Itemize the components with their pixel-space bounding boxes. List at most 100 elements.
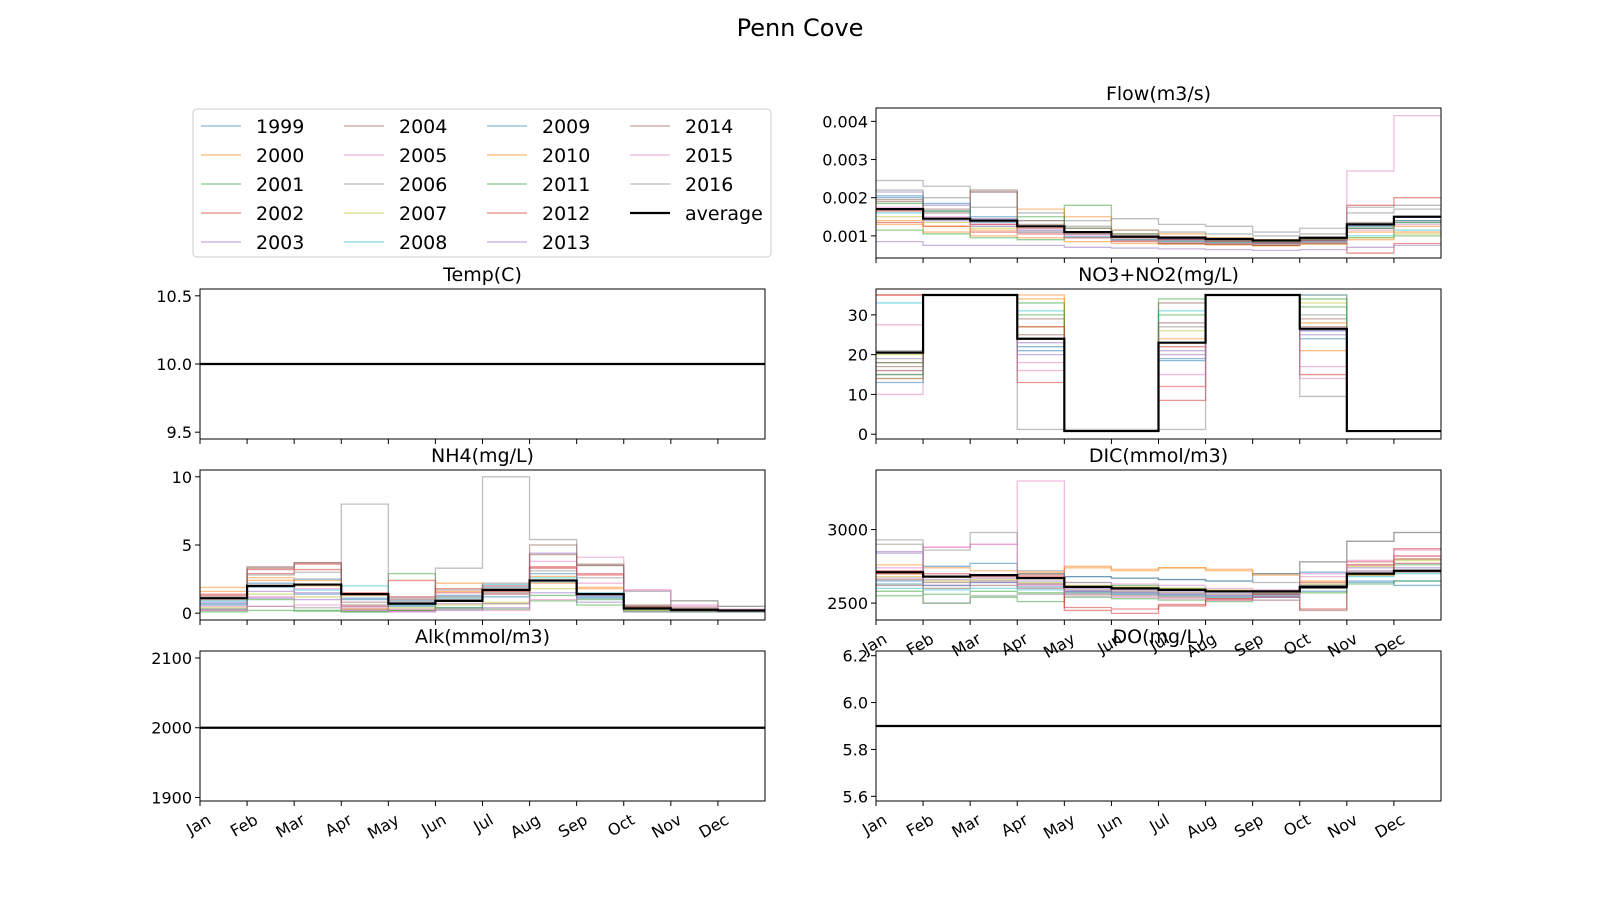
legend-entry-average: average xyxy=(630,203,763,225)
y-tick-label: 3000 xyxy=(827,521,868,540)
x-tick-label: Jan xyxy=(182,810,214,839)
legend-label: 2008 xyxy=(399,232,447,254)
x-tick-label: Feb xyxy=(903,810,937,841)
series-group xyxy=(200,476,765,613)
x-tick-label: Nov xyxy=(1324,629,1361,661)
x-tick-label: Apr xyxy=(998,629,1032,660)
legend-entry-2009: 2009 xyxy=(487,116,590,138)
panel-alk-mmol-m3: Alk(mmol/m3) 1900 2000 2100 Jan Feb Mar Apr May J… xyxy=(151,626,766,843)
legend-label: 2007 xyxy=(399,203,447,225)
chart-panels: Flow(m3/s) 0.001 0.002 0.003 0.004 Temp(C) 9.5… xyxy=(151,83,1442,843)
legend-entry-1999: 1999 xyxy=(201,116,304,138)
y-tick-label: 5.8 xyxy=(843,740,868,759)
y-tick-label: 0.001 xyxy=(822,227,868,246)
x-tick-label: Sep xyxy=(1231,810,1267,842)
x-tick-label: Mar xyxy=(949,629,985,661)
x-tick-label: May xyxy=(1040,810,1078,843)
x-tick-label: Oct xyxy=(1280,810,1313,840)
y-tick-label: 10.5 xyxy=(156,287,192,306)
legend-entry-2015: 2015 xyxy=(630,145,733,167)
legend-entry-2005: 2005 xyxy=(344,145,447,167)
panel-title: Temp(C) xyxy=(442,264,522,286)
panel-title: NH4(mg/L) xyxy=(431,445,534,467)
legend-label: 2001 xyxy=(256,174,304,196)
series-line-average xyxy=(876,208,1441,242)
x-tick-label: Feb xyxy=(227,810,261,841)
panel-title: Flow(m3/s) xyxy=(1106,83,1211,105)
panel-title: DIC(mmol/m3) xyxy=(1089,445,1228,467)
legend-frame xyxy=(192,108,772,258)
legend-entry-2000: 2000 xyxy=(201,145,304,167)
legend-label: 2006 xyxy=(399,174,447,196)
legend-entry-2007: 2007 xyxy=(344,203,447,225)
legend-entry-2002: 2002 xyxy=(201,203,304,225)
legend-entry-2012: 2012 xyxy=(487,203,590,225)
x-tick-label: Sep xyxy=(1231,629,1267,661)
legend-label: 2009 xyxy=(542,116,590,138)
series-line-2016 xyxy=(200,570,765,608)
x-tick-label: Nov xyxy=(1324,810,1361,842)
x-tick-label: Mar xyxy=(273,810,309,842)
x-tick-label: May xyxy=(1040,629,1078,662)
legend-entry-2003: 2003 xyxy=(201,232,304,254)
y-tick-label: 2500 xyxy=(827,594,868,613)
y-tick-label: 10.0 xyxy=(156,355,192,374)
panel-title: NO3+NO2(mg/L) xyxy=(1078,264,1239,286)
series-line-average xyxy=(200,579,765,612)
legend-label: 2004 xyxy=(399,116,447,138)
series-group xyxy=(876,293,1441,433)
figure-title: Penn Cove xyxy=(737,14,864,42)
legend-entry-2014: 2014 xyxy=(630,116,733,138)
panel-temp-c: Temp(C) 9.5 10.0 10.5 xyxy=(156,264,766,444)
x-tick-label: Jan xyxy=(858,810,890,839)
y-tick-label: 0 xyxy=(858,425,868,444)
y-tick-label: 6.2 xyxy=(843,647,868,666)
legend-entry-2001: 2001 xyxy=(201,174,304,196)
legend-label: 2013 xyxy=(542,232,590,254)
legend-label: 2016 xyxy=(685,174,733,196)
x-tick-label: Jun xyxy=(417,810,449,839)
series-line-2007 xyxy=(200,587,765,613)
legend-entry-2016: 2016 xyxy=(630,174,733,196)
series-line-2015 xyxy=(200,582,765,613)
y-tick-label: 10 xyxy=(848,385,868,404)
series-line-2011 xyxy=(876,580,1441,603)
legend-entry-2006: 2006 xyxy=(344,174,447,196)
x-tick-label: Aug xyxy=(507,810,544,842)
x-tick-label: Apr xyxy=(322,810,356,841)
series-group xyxy=(876,114,1441,254)
y-tick-label: 6.0 xyxy=(843,694,868,713)
legend-label: 2011 xyxy=(542,174,590,196)
panel-title: Alk(mmol/m3) xyxy=(415,626,550,648)
x-tick-label: Aug xyxy=(1183,810,1220,842)
legend-label: 2005 xyxy=(399,145,447,167)
y-tick-label: 10 xyxy=(172,468,192,487)
y-tick-label: 20 xyxy=(848,346,868,365)
y-tick-label: 5.6 xyxy=(843,787,868,806)
x-tick-label: Dec xyxy=(696,810,732,842)
y-tick-label: 0.004 xyxy=(822,112,868,131)
y-tick-label: 0.003 xyxy=(822,151,868,170)
series-line-2015 xyxy=(876,543,1441,601)
legend-entry-2008: 2008 xyxy=(344,232,447,254)
x-tick-label: Sep xyxy=(555,810,591,842)
series-line-2013 xyxy=(876,240,1441,252)
legend-entry-2013: 2013 xyxy=(487,232,590,254)
x-tick-label: May xyxy=(364,810,402,843)
legend-label: 2003 xyxy=(256,232,304,254)
panel-flow-m3-s: Flow(m3/s) 0.001 0.002 0.003 0.004 xyxy=(822,83,1442,263)
y-tick-label: 0 xyxy=(182,604,192,623)
legend-entry-2010: 2010 xyxy=(487,145,590,167)
x-tick-label: Oct xyxy=(1280,629,1313,659)
y-tick-label: 0.002 xyxy=(822,189,868,208)
legend-entry-2011: 2011 xyxy=(487,174,590,196)
y-tick-label: 2000 xyxy=(151,719,192,738)
y-tick-label: 1900 xyxy=(151,789,192,808)
legend-entry-2004: 2004 xyxy=(344,116,447,138)
legend: 1999 2000 2001 2002 2003 2004 2005 2006 2007 2008… xyxy=(192,108,772,258)
plot-frame xyxy=(199,650,766,802)
x-tick-label: Nov xyxy=(648,810,685,842)
y-tick-label: 5 xyxy=(182,536,192,555)
legend-label: average xyxy=(685,203,763,225)
